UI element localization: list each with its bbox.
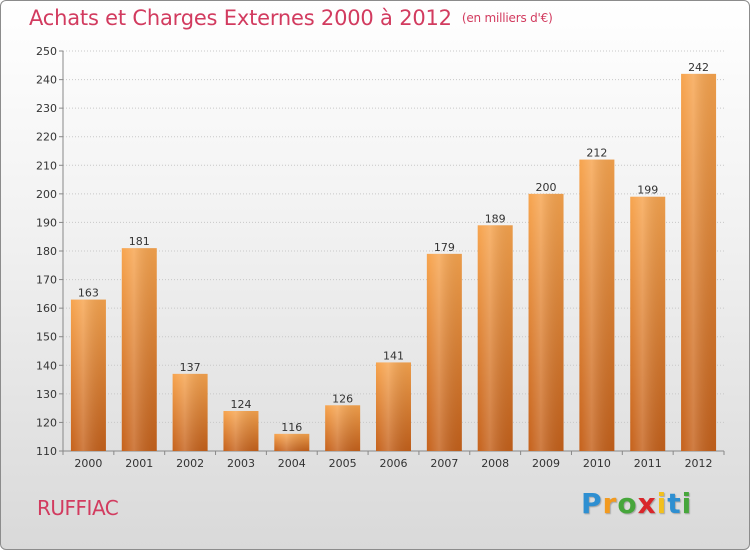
x-tick-label: 2001 [125,457,153,470]
y-tick-label: 150 [36,331,57,344]
bar-value-label: 116 [281,421,302,434]
y-tick-label: 140 [36,359,57,372]
bar-shine [172,373,208,451]
bar-shine [477,225,513,451]
x-tick-label: 2000 [74,457,102,470]
y-tick-label: 200 [36,188,57,201]
logo-letter: o [617,487,638,520]
y-tick-label: 230 [36,102,57,115]
y-tick-label: 160 [36,302,57,315]
x-tick-label: 2010 [583,457,611,470]
bar-value-label: 179 [434,241,455,254]
x-tick-label: 2004 [278,457,306,470]
bar-shine [121,248,157,451]
bar-value-label: 163 [78,287,99,300]
bar-shine [223,411,259,451]
bar-value-label: 199 [637,184,658,197]
bar-shine [376,362,411,451]
bar-value-label: 137 [180,361,201,374]
y-tick-label: 120 [36,416,57,429]
y-tick-label: 210 [36,159,57,172]
x-tick-label: 2012 [685,457,713,470]
bar-value-label: 141 [383,349,404,362]
chart-subtitle: (en milliers d'€) [461,11,553,25]
x-tick-label: 2002 [176,457,204,470]
logo-letter: P [581,487,603,520]
x-tick-label: 2011 [634,457,662,470]
y-tick-label: 250 [36,45,57,58]
bar-shine [579,159,615,452]
x-tick-label: 2008 [481,457,509,470]
chart-title-text: Achats et Charges Externes 2000 à 2012 [29,6,452,30]
logo-letter: x [637,487,657,520]
axis-layer: 110 120 130 140 150 160 170 180 190 200 210 220 230 2… [36,45,725,470]
x-tick-label: 2009 [532,457,560,470]
bar-value-label: 181 [129,235,150,248]
bar-shine [681,73,717,451]
y-tick-label: 180 [36,245,57,258]
bar-value-label: 126 [332,392,353,405]
bar-value-label: 200 [536,181,557,194]
y-tick-label: 170 [36,274,57,287]
bar-shine [630,196,666,451]
y-tick-label: 190 [36,216,57,229]
bar-shine [426,253,462,451]
y-tick-label: 220 [36,131,57,144]
chart-title: Achats et Charges Externes 2000 à 2012 (e… [29,6,553,30]
location-name: RUFFIAC [37,496,119,520]
x-tick-label: 2006 [380,457,408,470]
y-tick-label: 130 [36,388,57,401]
bar-value-label: 212 [586,147,607,160]
logo-letter: t [667,487,682,520]
x-tick-label: 2007 [430,457,458,470]
bar-shine [70,299,106,451]
y-tick-label: 110 [36,445,57,458]
bar-layer: 163 181 137 124 116 126 141 179 189 200 212 199 242 [70,61,717,452]
bar-value-label: 242 [688,61,709,74]
bar-shine [274,433,310,451]
y-tick-label: 240 [36,74,57,87]
bar-shine [528,193,564,451]
logo-letter: i [681,487,693,520]
bar-value-label: 189 [485,212,506,225]
bar-value-label: 124 [230,398,251,411]
logo-letter: i [656,487,668,520]
proxiti-logo: Proxiti [581,487,692,520]
logo-letter: r [602,487,618,520]
x-tick-label: 2005 [329,457,357,470]
x-tick-label: 2003 [227,457,255,470]
bar-shine [325,405,361,451]
